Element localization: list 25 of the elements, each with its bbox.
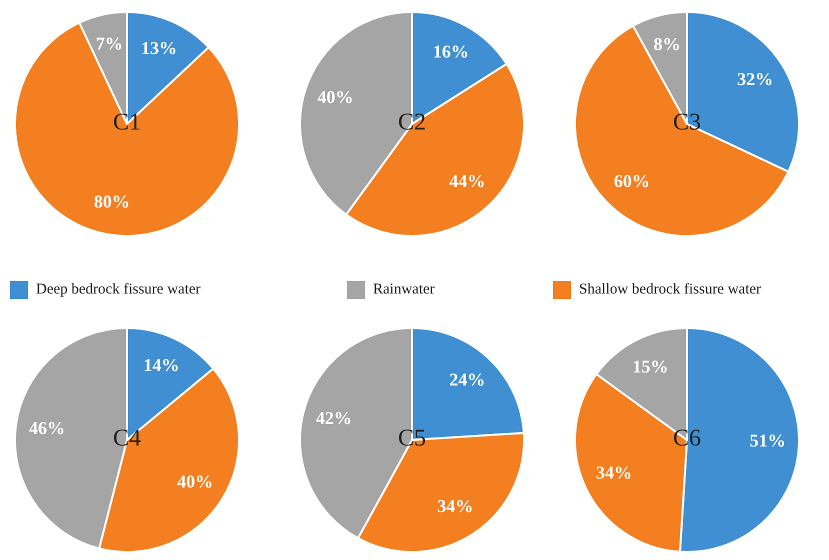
data-label: 34% bbox=[596, 462, 632, 482]
legend-label: Shallow bedrock fissure water bbox=[579, 281, 762, 298]
data-label: 51% bbox=[750, 430, 786, 451]
legend-label: Rainwater bbox=[373, 281, 435, 298]
data-label: 16% bbox=[432, 41, 469, 62]
text: C3 bbox=[672, 110, 702, 136]
text: C6 bbox=[672, 426, 702, 452]
data-label: 7% bbox=[96, 33, 123, 54]
text: C1 bbox=[112, 110, 142, 136]
data-label: 24% bbox=[449, 369, 486, 390]
data-label: 15% bbox=[632, 356, 668, 376]
legend-label: Deep bedrock fissure water bbox=[36, 281, 201, 298]
data-label: 40% bbox=[177, 471, 214, 492]
data-label: 14% bbox=[143, 355, 180, 376]
data-label: 13% bbox=[141, 38, 178, 58]
data-label: 32% bbox=[737, 68, 774, 89]
text: C5 bbox=[398, 426, 426, 452]
data-label: 34% bbox=[437, 496, 474, 516]
data-label: 80% bbox=[94, 191, 130, 212]
data-label: 8% bbox=[653, 34, 680, 54]
data-label: 60% bbox=[614, 170, 650, 191]
data-label: 44% bbox=[449, 170, 486, 191]
data-label: 42% bbox=[316, 408, 352, 428]
data-label: 46% bbox=[28, 418, 65, 438]
data-label: 40% bbox=[317, 87, 354, 108]
